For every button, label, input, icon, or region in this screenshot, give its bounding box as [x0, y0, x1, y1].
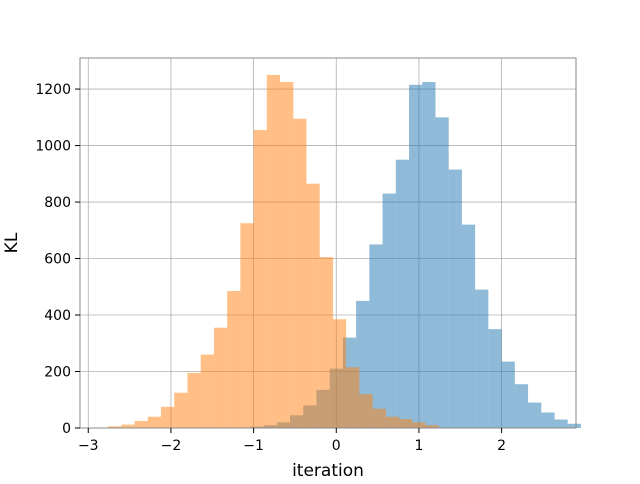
- histogram-bar-series-2: [121, 424, 135, 428]
- y-tick-label: 1000: [35, 139, 71, 155]
- histogram-bar-series-2: [306, 183, 320, 428]
- x-tick-label: 2: [497, 438, 506, 454]
- histogram-bar-series-2: [161, 406, 175, 428]
- histogram-bar-series-2: [266, 74, 281, 428]
- y-axis-label: KL: [2, 232, 22, 253]
- histogram-bar-series-2: [399, 418, 413, 428]
- histogram-bar-series-2: [293, 118, 307, 428]
- histogram-bar-series-2: [319, 257, 333, 428]
- histogram-bar-series-2: [147, 416, 162, 428]
- histogram-bar-series-1: [448, 169, 462, 428]
- y-tick-label: 200: [44, 365, 71, 381]
- y-tick-label: 1200: [35, 82, 71, 98]
- histogram-bar-series-2: [213, 327, 228, 428]
- histogram-bar-series-2: [346, 367, 360, 428]
- histogram-bar-series-1: [488, 329, 502, 428]
- histogram-bar-series-1: [541, 412, 555, 428]
- histogram-bar-series-2: [332, 319, 347, 428]
- y-tick-label: 800: [44, 195, 71, 211]
- histogram-bar-series-1: [528, 402, 542, 428]
- y-tick-label: 600: [44, 252, 71, 268]
- axis-ticks: −3 −2 −1 0 1 2 0 200 400 600 800 1000 1200: [35, 82, 506, 454]
- histogram-bar-series-2: [280, 82, 294, 429]
- histogram-bar-series-2: [253, 130, 267, 429]
- histogram-bar-series-2: [372, 408, 386, 428]
- histogram-bar-series-2: [108, 426, 122, 428]
- histogram-bar-series-2: [200, 354, 214, 428]
- histogram-bars: [108, 74, 581, 429]
- histogram-bar-series-2: [134, 420, 148, 428]
- histogram-bar-series-1: [395, 159, 410, 428]
- histogram-bar-series-2: [240, 223, 254, 428]
- histogram-bar-series-2: [385, 416, 400, 428]
- histogram-bar-series-1: [514, 384, 529, 428]
- histogram-bar-series-1: [382, 193, 396, 428]
- plot-frame: [79, 57, 577, 429]
- histogram-bar-series-1: [567, 423, 581, 428]
- histogram-bar-series-2: [227, 291, 241, 428]
- x-tick-label: −3: [78, 438, 99, 454]
- y-tick-label: 0: [62, 421, 71, 437]
- histogram-bar-series-1: [461, 224, 476, 428]
- x-tick-label: −2: [161, 438, 182, 454]
- histogram-bar-series-2: [359, 394, 373, 428]
- histogram-bar-series-1: [475, 289, 489, 428]
- x-axis-label: iteration: [292, 461, 364, 480]
- x-tick-label: −1: [243, 438, 264, 454]
- x-tick-label: 0: [332, 438, 341, 454]
- histogram-bar-series-1: [422, 82, 436, 429]
- histogram-bar-series-2: [187, 372, 201, 428]
- histogram-bar-series-1: [435, 117, 449, 428]
- histogram-bar-series-2: [425, 425, 439, 428]
- y-tick-label: 400: [44, 308, 71, 324]
- histogram-bar-series-1: [501, 361, 515, 428]
- histogram-bar-series-1: [369, 244, 383, 428]
- histogram-bar-series-2: [174, 392, 188, 428]
- histogram-bar-series-1: [409, 84, 423, 428]
- x-tick-label: 1: [414, 438, 423, 454]
- histogram-bar-series-1: [554, 419, 568, 428]
- histogram-bar-series-2: [412, 422, 426, 428]
